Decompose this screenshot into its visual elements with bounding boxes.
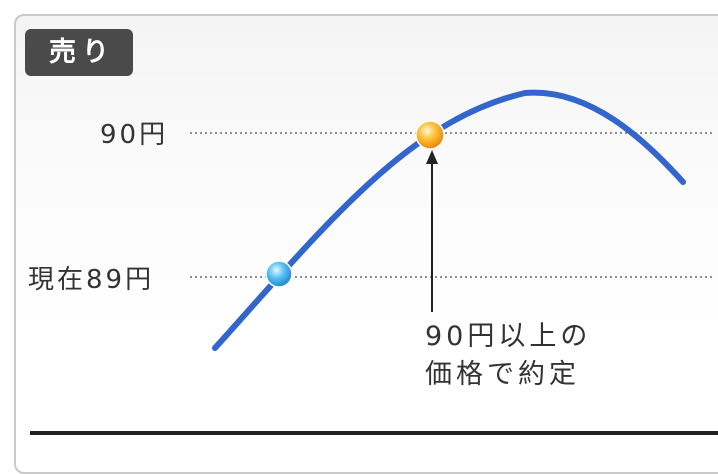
execution-note-line-2: 価格で約定 xyxy=(425,359,580,390)
execution-note-line-1: 90円以上の xyxy=(425,321,592,352)
arrow-head xyxy=(426,150,438,164)
current-price-marker xyxy=(265,260,293,288)
order-panel xyxy=(14,14,718,474)
price-curve xyxy=(212,89,686,351)
execution-note: 90円以上の 価格で約定 xyxy=(425,318,591,394)
target-price-marker xyxy=(415,120,445,150)
current-price-label: 現在89円 xyxy=(28,265,155,295)
target-price-label: 90円 xyxy=(100,120,169,150)
sell-badge: 売り xyxy=(25,29,133,76)
price-diagram xyxy=(30,89,718,435)
